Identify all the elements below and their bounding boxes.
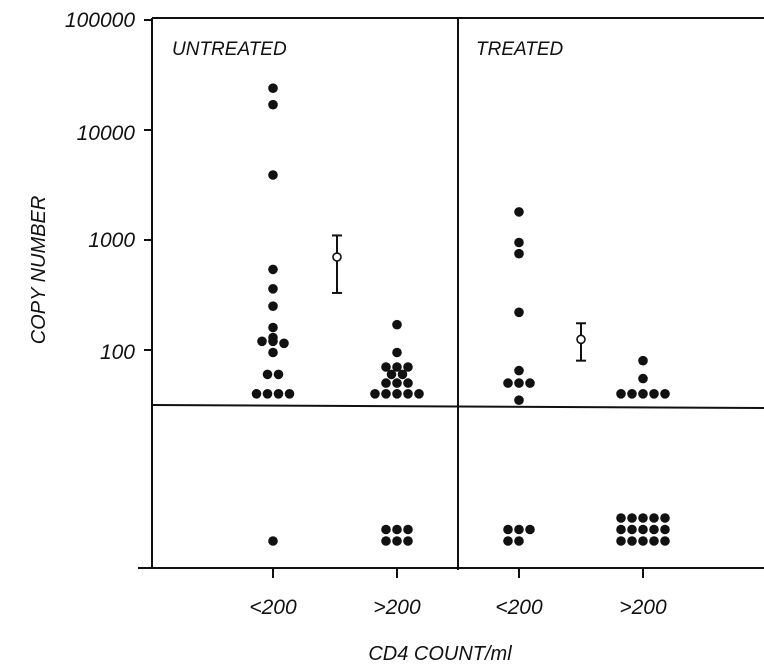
data-point — [638, 389, 648, 399]
data-point — [392, 320, 402, 330]
x-tick-label-treated-lt200: <200 — [495, 596, 543, 619]
below-detection-point — [616, 513, 626, 523]
data-point — [514, 238, 524, 248]
data-point — [263, 370, 273, 380]
axes-frame — [138, 18, 764, 578]
data-point — [257, 337, 267, 347]
data-point — [616, 389, 626, 399]
data-point — [398, 370, 408, 380]
data-point — [274, 389, 284, 399]
data-point — [514, 366, 524, 376]
data-point — [514, 249, 524, 259]
y-tick-label-100: 100 — [100, 341, 135, 364]
x-axis-title: CD4 COUNT/ml — [368, 643, 512, 665]
below-detection-point — [503, 525, 513, 535]
data-point — [268, 265, 278, 275]
y-axis-title: COPY NUMBER — [28, 196, 50, 345]
x-tick-label-untreated-gt200: >200 — [373, 596, 421, 619]
data-point — [414, 389, 424, 399]
below-detection-point — [638, 525, 648, 535]
below-detection-point — [627, 513, 637, 523]
data-point — [403, 378, 413, 388]
data-point — [649, 389, 659, 399]
x-tick-label-untreated-lt200: <200 — [249, 596, 297, 619]
x-tick-label-treated-gt200: >200 — [619, 596, 667, 619]
below-detection-point — [649, 525, 659, 535]
data-points — [252, 83, 670, 545]
data-point — [514, 308, 524, 318]
data-point — [660, 389, 670, 399]
below-detection-point — [627, 525, 637, 535]
data-point — [268, 337, 278, 347]
data-point — [263, 389, 273, 399]
data-point — [268, 170, 278, 180]
below-detection-point — [403, 525, 413, 535]
data-point — [370, 389, 380, 399]
y-tick-label-1000: 1000 — [88, 229, 135, 252]
below-detection-point — [638, 536, 648, 546]
panel-label-untreated: UNTREATED — [172, 39, 287, 60]
data-point — [638, 356, 648, 366]
below-detection-point — [638, 513, 648, 523]
data-point — [279, 339, 289, 349]
below-detection-point — [503, 536, 513, 546]
mean-marker — [577, 335, 585, 343]
below-detection-point — [627, 536, 637, 546]
data-point — [268, 284, 278, 294]
y-tick-label-10000: 10000 — [77, 122, 136, 145]
data-point — [514, 378, 524, 388]
below-detection-point — [616, 536, 626, 546]
data-point — [381, 389, 391, 399]
below-detection-point — [649, 536, 659, 546]
below-detection-point — [381, 525, 391, 535]
data-point — [392, 348, 402, 358]
data-point — [268, 83, 278, 93]
data-point — [387, 370, 397, 380]
data-point — [403, 389, 413, 399]
data-point — [627, 389, 637, 399]
data-point — [252, 389, 262, 399]
below-detection-point — [381, 536, 391, 546]
below-detection-point — [392, 536, 402, 546]
below-detection-point — [514, 525, 524, 535]
below-detection-point — [525, 525, 535, 535]
below-detection-point — [660, 525, 670, 535]
mean-marker — [333, 253, 341, 261]
data-point — [268, 323, 278, 333]
below-detection-point — [403, 536, 413, 546]
data-point — [525, 378, 535, 388]
panel-label-treated: TREATED — [476, 39, 564, 60]
below-detection-point — [660, 513, 670, 523]
data-point — [392, 378, 402, 388]
below-detection-point — [514, 536, 524, 546]
below-detection-point — [660, 536, 670, 546]
below-detection-point — [268, 536, 278, 546]
data-point — [381, 378, 391, 388]
data-point — [392, 389, 402, 399]
y-tick-label-100000: 100000 — [65, 9, 135, 32]
data-point — [638, 374, 648, 384]
data-point — [503, 378, 513, 388]
below-detection-point — [616, 525, 626, 535]
data-point — [268, 348, 278, 358]
data-point — [514, 395, 524, 405]
data-point — [514, 207, 524, 217]
below-detection-point — [649, 513, 659, 523]
data-point — [268, 301, 278, 311]
data-point — [285, 389, 295, 399]
below-detection-point — [392, 525, 402, 535]
data-point — [274, 370, 284, 380]
data-point — [268, 100, 278, 110]
